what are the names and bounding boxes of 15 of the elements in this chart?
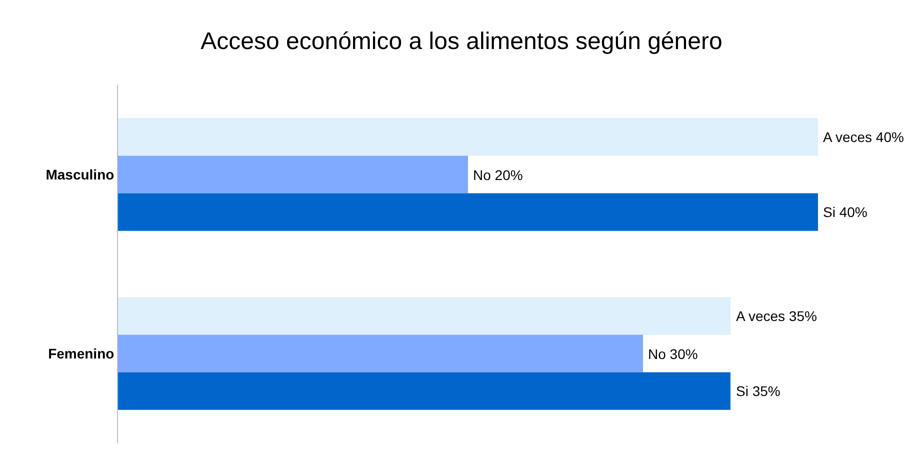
- data-label: Si 35%: [736, 383, 780, 399]
- chart-title: Acceso económico a los alimentos según género: [200, 28, 722, 56]
- y-tick-label: Femenino: [48, 345, 114, 362]
- data-label: Si 40%: [823, 204, 868, 220]
- bar: [118, 334, 643, 372]
- data-label: A veces 35%: [736, 308, 817, 324]
- bar: [118, 118, 818, 156]
- bar: [118, 372, 730, 410]
- bar: [118, 193, 818, 231]
- y-tick-label: Masculino: [46, 166, 114, 182]
- bar: [118, 297, 730, 335]
- data-label: A veces 40%: [823, 129, 904, 145]
- data-label: No 20%: [473, 167, 523, 183]
- bar: [118, 156, 468, 194]
- data-label: No 30%: [648, 346, 698, 362]
